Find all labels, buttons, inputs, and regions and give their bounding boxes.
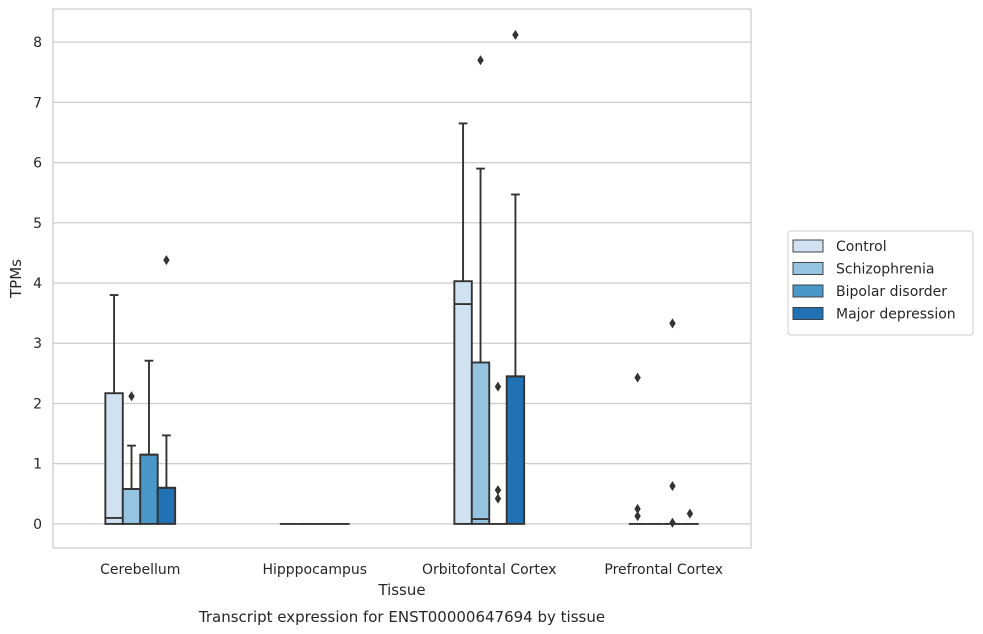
chart-caption: Transcript expression for ENST0000064769… — [198, 608, 605, 626]
y-tick-label: 6 — [33, 156, 42, 172]
legend-entry-label: Control — [836, 239, 887, 255]
legend-swatch — [792, 284, 824, 298]
y-tick-label: 2 — [33, 396, 42, 412]
y-tick-label: 7 — [33, 95, 42, 111]
box-bipolar-disorder — [139, 359, 159, 525]
legend-entry-label: Bipolar disorder — [836, 284, 947, 300]
y-axis-label: TPMs — [7, 259, 25, 299]
legend: Control Schizophrenia Bipolar disorder Majo… — [787, 230, 974, 336]
box-iqr — [139, 453, 159, 525]
box-iqr — [121, 488, 142, 525]
box-schizophrenia — [121, 391, 142, 525]
y-tick-label: 8 — [33, 35, 42, 51]
legend-swatch — [792, 262, 824, 275]
box-bipolar-disorder — [489, 381, 507, 525]
y-tick-label: 4 — [33, 276, 42, 292]
grid-lines — [53, 41, 751, 525]
box-schizophrenia — [470, 55, 491, 525]
y-tick-label: 5 — [33, 216, 42, 232]
outlier-point — [128, 391, 135, 402]
box-iqr — [453, 280, 473, 525]
legend-frame — [787, 230, 974, 336]
box-bipolar-disorder — [663, 318, 682, 528]
box-control — [104, 294, 124, 525]
box-control — [453, 122, 473, 525]
outlier-point — [494, 485, 502, 496]
box-iqr — [104, 392, 124, 525]
legend-swatch — [792, 307, 824, 320]
box-major-depression — [505, 29, 526, 525]
outlier-point — [634, 511, 641, 522]
boxes-layer — [104, 29, 699, 528]
x-tick-label: Hipppocampus — [262, 562, 367, 578]
outlier-point — [494, 381, 502, 392]
legend-entry-label: Schizophrenia — [836, 262, 934, 278]
box-iqr — [505, 375, 526, 525]
y-tick-label: 1 — [33, 457, 42, 473]
box-major-depression — [156, 255, 177, 525]
outlier-point — [634, 372, 641, 383]
y-tick-labels: 0 1 2 3 4 5 6 7 8 — [33, 35, 42, 533]
plot-area-frame — [52, 8, 752, 549]
x-tick-label: Cerebellum — [100, 562, 180, 578]
outlier-point — [686, 508, 694, 519]
x-axis-label: Tissue — [377, 581, 425, 599]
y-tick-label: 0 — [33, 517, 42, 533]
outlier-point — [494, 493, 502, 504]
outlier-point — [477, 55, 484, 66]
x-tick-label: Orbitofontal Cortex — [422, 562, 557, 578]
outlier-point — [669, 318, 676, 329]
box-iqr — [470, 361, 491, 525]
legend-entry-label: Major depression — [836, 307, 956, 323]
y-tick-label: 3 — [33, 336, 42, 352]
outlier-point — [163, 255, 170, 266]
box-major-depression — [681, 508, 699, 525]
outlier-point — [634, 503, 641, 514]
legend-swatch — [792, 239, 824, 253]
x-tick-label: Prefrontal Cortex — [604, 562, 723, 578]
outlier-point — [669, 517, 676, 528]
box-control — [628, 372, 647, 525]
box-iqr — [156, 486, 177, 525]
outlier-point — [669, 480, 676, 491]
outlier-point — [512, 29, 519, 40]
x-tick-labels: Cerebellum Hipppocampus Orbitofontal Corte… — [100, 562, 723, 578]
